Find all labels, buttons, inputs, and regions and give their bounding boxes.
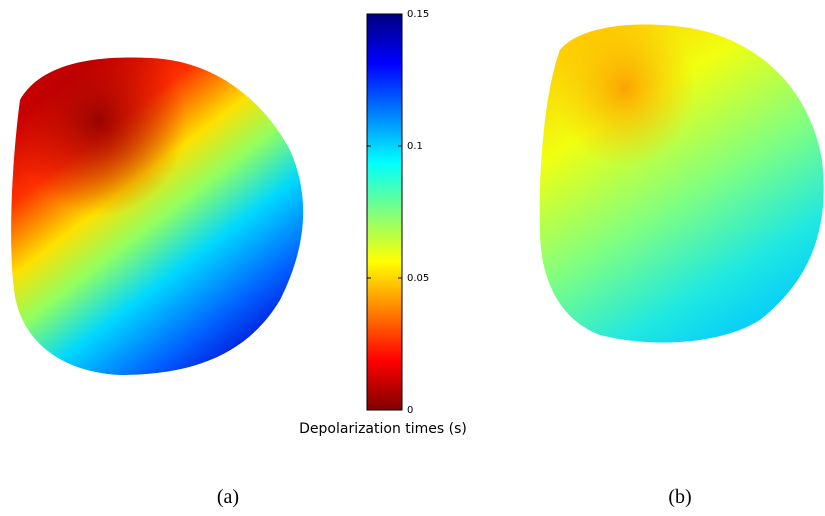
colorbar: [366, 13, 403, 411]
heart-b: [539, 24, 824, 343]
tick-label: 0.05: [407, 273, 429, 284]
caption: (b): [668, 486, 691, 508]
tick-label: 0: [407, 405, 413, 416]
colorbar-label: Depolarization times (s): [299, 421, 467, 437]
caption: (a): [217, 486, 239, 508]
colorbar-ticks: 0 0.05 0.1 0.15: [367, 9, 429, 416]
heart-a: [11, 57, 304, 376]
tick-label: 0.1: [407, 141, 423, 152]
tick-label: 0.15: [407, 9, 429, 20]
